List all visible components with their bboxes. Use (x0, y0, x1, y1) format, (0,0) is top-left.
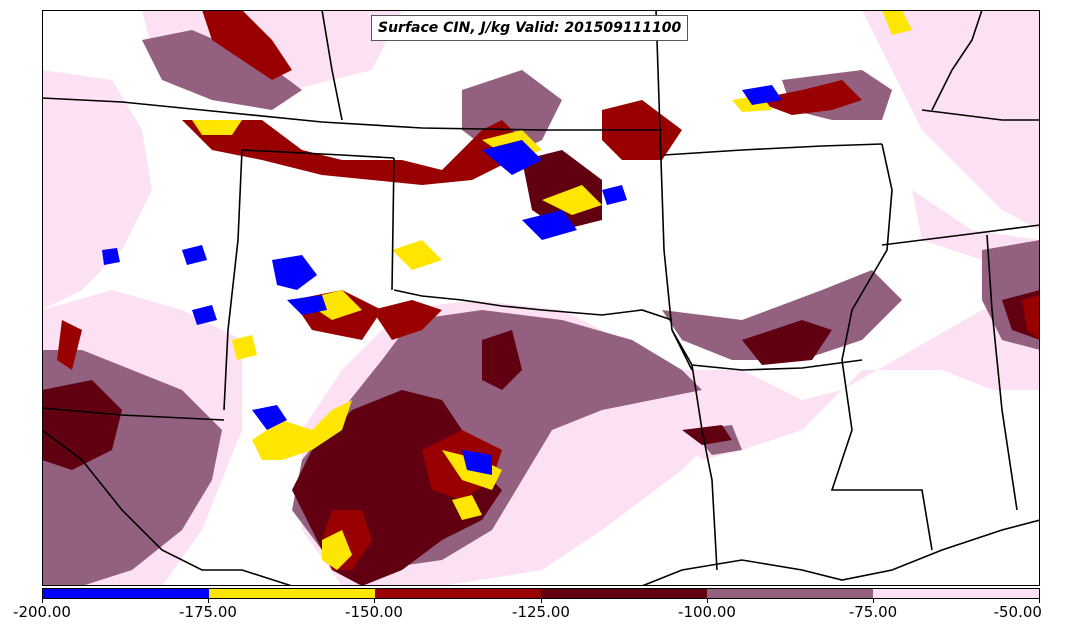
colorbar-tick (208, 599, 209, 603)
colorbar-label: -50.00 (993, 603, 1042, 621)
colorbar-tick (873, 599, 874, 603)
colorbar-segment-pink (873, 589, 1039, 598)
colorbar-segment-red (375, 589, 541, 598)
cin-band-blue (102, 85, 782, 475)
colorbar-tick (42, 599, 43, 603)
political-borders (42, 10, 1040, 586)
colorbar-label: -100.00 (678, 603, 736, 621)
colorbar-segment-darkred (541, 589, 707, 598)
colorbar-tick (1039, 599, 1040, 603)
colorbar-label: -175.00 (179, 603, 237, 621)
cin-band-darkred (42, 150, 1040, 586)
colorbar-segment-yellow (209, 589, 375, 598)
colorbar-label: -75.00 (848, 603, 898, 621)
colorbar-label: -200.00 (13, 603, 71, 621)
colorbar-segment-mauve (707, 589, 873, 598)
colorbar-label: -125.00 (512, 603, 570, 621)
colorbar-tick (707, 599, 708, 603)
colorbar-segment-blue (43, 589, 209, 598)
colorbar-tick (374, 599, 375, 603)
map-panel (42, 10, 1040, 586)
cin-field-map (42, 10, 1040, 586)
colorbar-label: -150.00 (345, 603, 403, 621)
map-title: Surface CIN, J/kg Valid: 201509111100 (371, 15, 689, 41)
colorbar-tick (541, 599, 542, 603)
colorbar (42, 588, 1040, 599)
